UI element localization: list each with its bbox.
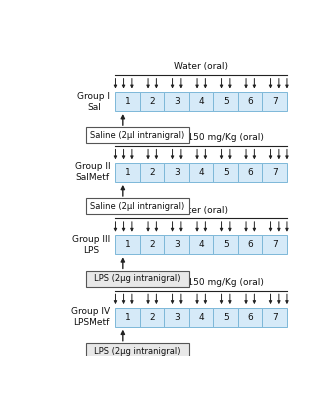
Text: 5: 5 [223,97,229,106]
Text: 5: 5 [223,240,229,249]
FancyBboxPatch shape [238,163,263,182]
FancyBboxPatch shape [189,92,214,111]
FancyBboxPatch shape [238,308,263,327]
FancyBboxPatch shape [116,308,140,327]
Text: Group IV
LPSMetf: Group IV LPSMetf [71,307,110,327]
FancyBboxPatch shape [140,92,164,111]
FancyBboxPatch shape [164,235,189,254]
Text: Metformin 150 mg/Kg (oral): Metformin 150 mg/Kg (oral) [138,133,264,142]
Text: 3: 3 [174,240,180,249]
FancyBboxPatch shape [214,235,238,254]
FancyBboxPatch shape [86,271,189,287]
FancyBboxPatch shape [238,235,263,254]
Text: 4: 4 [198,168,204,177]
FancyBboxPatch shape [116,235,140,254]
FancyBboxPatch shape [263,235,287,254]
Text: 3: 3 [174,97,180,106]
Text: 2: 2 [150,240,155,249]
Text: 1: 1 [125,240,130,249]
FancyBboxPatch shape [238,92,263,111]
Text: 2: 2 [150,97,155,106]
Text: 7: 7 [272,168,277,177]
FancyBboxPatch shape [86,343,189,359]
Text: Saline (2µl intranigral): Saline (2µl intranigral) [90,131,185,140]
Text: Water (oral): Water (oral) [174,62,228,72]
Text: 6: 6 [247,97,253,106]
FancyBboxPatch shape [140,163,164,182]
Text: 4: 4 [198,97,204,106]
FancyBboxPatch shape [263,308,287,327]
FancyBboxPatch shape [263,163,287,182]
Text: 7: 7 [272,240,277,249]
Text: 1: 1 [125,168,130,177]
FancyBboxPatch shape [86,128,189,144]
FancyBboxPatch shape [189,163,214,182]
Text: 1: 1 [125,313,130,322]
FancyBboxPatch shape [263,92,287,111]
Text: Saline (2µl intranigral): Saline (2µl intranigral) [90,202,185,211]
FancyBboxPatch shape [140,235,164,254]
Text: 4: 4 [198,240,204,249]
FancyBboxPatch shape [164,163,189,182]
Text: 2: 2 [150,313,155,322]
FancyBboxPatch shape [214,92,238,111]
Text: 3: 3 [174,168,180,177]
FancyBboxPatch shape [214,308,238,327]
FancyBboxPatch shape [189,235,214,254]
Text: Group II
SalMetf: Group II SalMetf [75,162,110,182]
FancyBboxPatch shape [164,92,189,111]
Text: 7: 7 [272,313,277,322]
Text: 7: 7 [272,97,277,106]
Text: 5: 5 [223,168,229,177]
FancyBboxPatch shape [140,308,164,327]
Text: 1: 1 [125,97,130,106]
Text: 6: 6 [247,240,253,249]
FancyBboxPatch shape [189,308,214,327]
Text: 6: 6 [247,313,253,322]
Text: Water (oral): Water (oral) [174,206,228,215]
FancyBboxPatch shape [116,163,140,182]
Text: Group I
Sal: Group I Sal [78,92,110,112]
Text: LPS (2µg intranigral): LPS (2µg intranigral) [94,346,181,356]
Text: 3: 3 [174,313,180,322]
Text: 4: 4 [198,313,204,322]
Text: Group III
LPS: Group III LPS [72,235,110,255]
FancyBboxPatch shape [86,198,189,214]
FancyBboxPatch shape [116,92,140,111]
FancyBboxPatch shape [164,308,189,327]
Text: 2: 2 [150,168,155,177]
FancyBboxPatch shape [214,163,238,182]
Text: 6: 6 [247,168,253,177]
Text: Metformin 150 mg/Kg (oral): Metformin 150 mg/Kg (oral) [138,278,264,287]
Text: 5: 5 [223,313,229,322]
Text: LPS (2µg intranigral): LPS (2µg intranigral) [94,274,181,283]
